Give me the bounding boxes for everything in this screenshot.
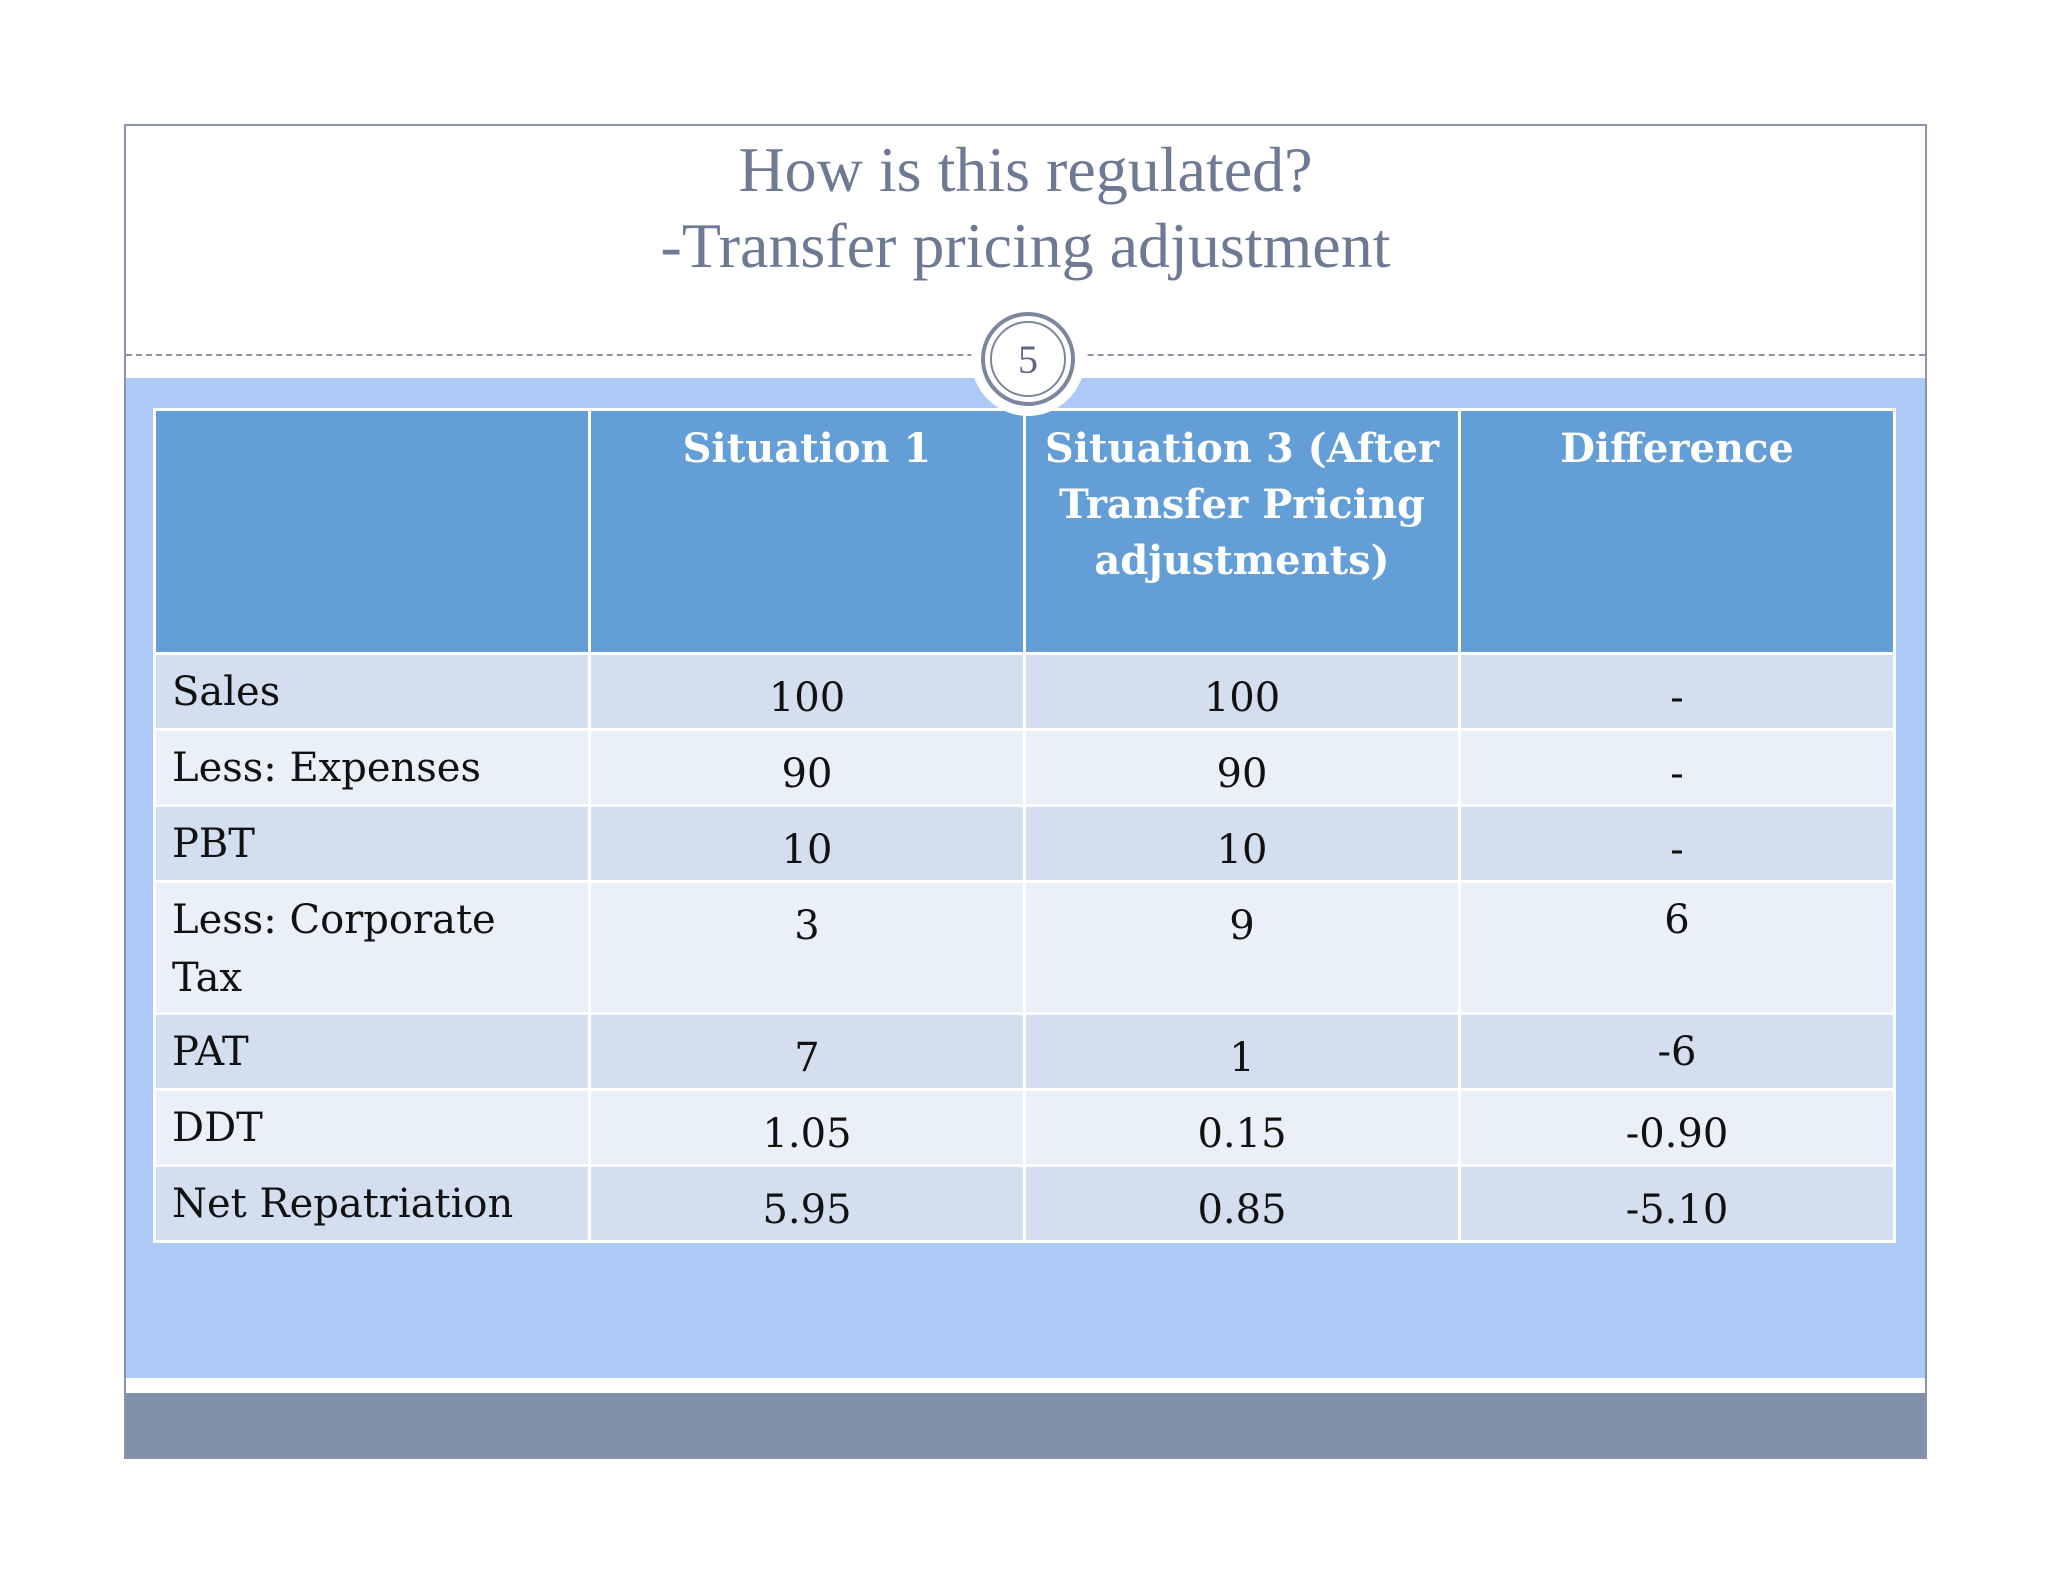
table-row: Net Repatriation 5.95 0.85 -5.10 — [153, 1164, 1896, 1243]
difference-value: 6 — [1458, 880, 1896, 1015]
situation-3-value: 0.15 — [1023, 1088, 1461, 1167]
slide-title-line-2: -Transfer pricing adjustment — [660, 210, 1391, 281]
situation-3-value: 90 — [1023, 728, 1461, 807]
row-label: PAT — [153, 1012, 591, 1091]
table-row: Less: Expenses 90 90 - — [153, 728, 1896, 807]
page-number: 5 — [990, 321, 1066, 397]
table-row: PBT 10 10 - — [153, 804, 1896, 883]
slide: How is this regulated? -Transfer pricing… — [124, 124, 1927, 1459]
table-row: PAT 7 1 -6 — [153, 1012, 1896, 1091]
difference-value: - — [1458, 728, 1896, 807]
difference-value: - — [1458, 652, 1896, 731]
header-situation-3: Situation 3 (After Transfer Pricing adju… — [1023, 408, 1461, 655]
row-label: DDT — [153, 1088, 591, 1167]
table-row: Less: Corporate Tax 3 9 6 — [153, 880, 1896, 1015]
row-label: Less: Expenses — [153, 728, 591, 807]
row-label: Less: Corporate Tax — [153, 880, 591, 1015]
row-label: PBT — [153, 804, 591, 883]
slide-title-line-1: How is this regulated? — [738, 134, 1313, 205]
footer-bar — [126, 1393, 1925, 1457]
situation-1-value: 5.95 — [588, 1164, 1026, 1243]
table-row: DDT 1.05 0.15 -0.90 — [153, 1088, 1896, 1167]
difference-value: -6 — [1458, 1012, 1896, 1091]
header-situation-1: Situation 1 — [588, 408, 1026, 655]
situation-3-value: 1 — [1023, 1012, 1461, 1091]
header-difference: Difference — [1458, 408, 1896, 655]
situation-3-value: 0.85 — [1023, 1164, 1461, 1243]
header-blank — [153, 408, 591, 655]
situation-1-value: 1.05 — [588, 1088, 1026, 1167]
table-row: Sales 100 100 - — [153, 652, 1896, 731]
situation-1-value: 7 — [588, 1012, 1026, 1091]
table-header-row: Situation 1 Situation 3 (After Transfer … — [153, 408, 1896, 655]
difference-value: -5.10 — [1458, 1164, 1896, 1243]
situation-1-value: 3 — [588, 880, 1026, 1015]
situation-3-value: 100 — [1023, 652, 1461, 731]
slide-title: How is this regulated? -Transfer pricing… — [126, 132, 1925, 284]
page-number-badge: 5 — [971, 302, 1085, 416]
comparison-table: Situation 1 Situation 3 (After Transfer … — [153, 408, 1896, 1243]
situation-1-value: 100 — [588, 652, 1026, 731]
row-label: Sales — [153, 652, 591, 731]
situation-3-value: 10 — [1023, 804, 1461, 883]
difference-value: -0.90 — [1458, 1088, 1896, 1167]
row-label: Net Repatriation — [153, 1164, 591, 1243]
situation-3-value: 9 — [1023, 880, 1461, 1015]
situation-1-value: 10 — [588, 804, 1026, 883]
page-number-ring: 5 — [981, 312, 1075, 406]
situation-1-value: 90 — [588, 728, 1026, 807]
difference-value: - — [1458, 804, 1896, 883]
